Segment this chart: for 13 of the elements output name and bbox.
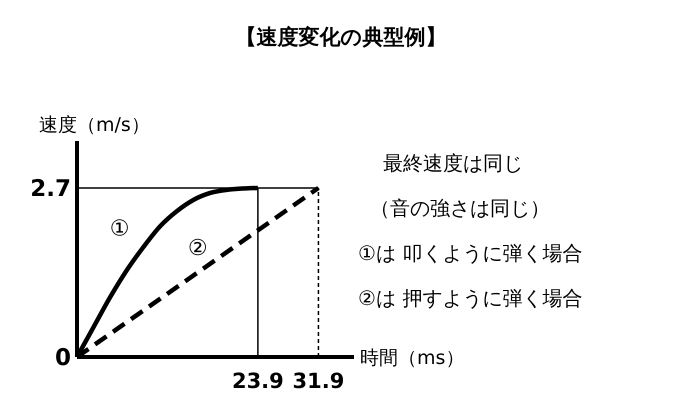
x-tick-label: 31.9 [292, 369, 344, 393]
text: （音の強さは同じ） [370, 196, 550, 220]
series-label: ② [188, 236, 208, 261]
y-tick-label: 2.7 [30, 176, 71, 202]
text: ①は 叩くように弾く場合 [358, 241, 582, 265]
x-tick-label: 23.9 [232, 369, 284, 393]
y-axis-title: 速度（m/s） [39, 114, 150, 136]
series-label: ① [110, 216, 130, 242]
y-tick-label: 0 [54, 345, 71, 371]
x-axis-title: 時間（ms） [360, 347, 464, 369]
text: 最終速度は同じ [383, 151, 523, 175]
chart-title: 【速度変化の典型例】 [236, 25, 446, 49]
text: ②は 押すように弾く場合 [358, 286, 582, 310]
